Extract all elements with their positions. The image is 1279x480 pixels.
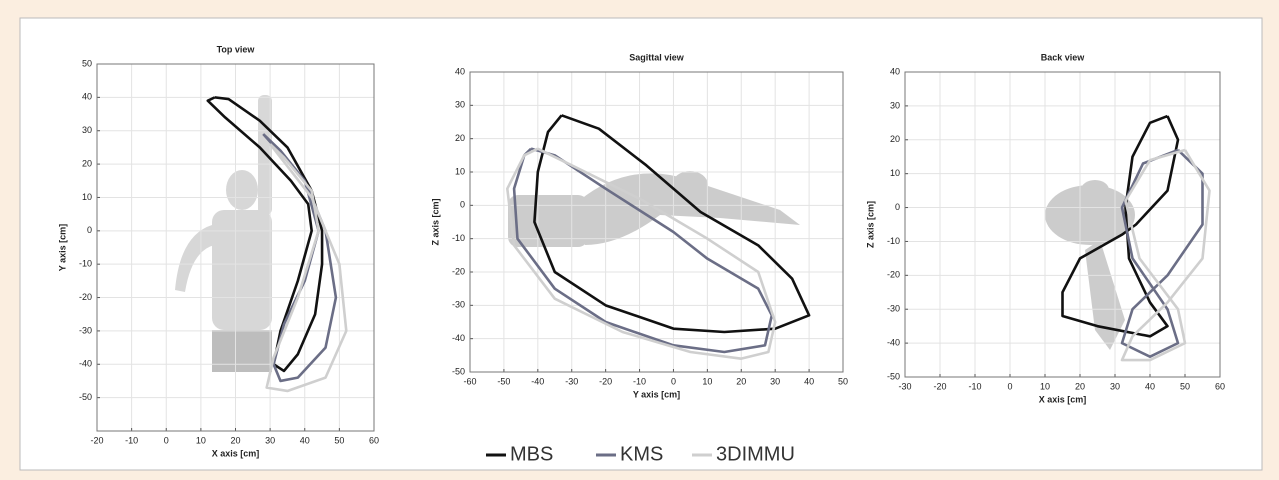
x-tick-label: -20 (599, 376, 612, 386)
x-tick-label: -10 (633, 376, 646, 386)
y-tick-label: -20 (452, 266, 465, 276)
x-tick-label: 50 (334, 435, 344, 445)
x-tick-label: 10 (196, 435, 206, 445)
y-tick-label: -50 (79, 392, 92, 402)
y-tick-label: 0 (460, 200, 465, 210)
trajectory (262, 133, 338, 383)
y-tick-label: 40 (82, 92, 92, 102)
y-tick-label: -20 (79, 292, 92, 302)
x-tick-label: 50 (1180, 381, 1190, 391)
x-axis-label: X axis [cm] (212, 448, 260, 458)
x-tick-label: 60 (369, 435, 379, 445)
x-tick-label: 0 (164, 435, 169, 445)
x-tick-label: 20 (1075, 381, 1085, 391)
legend-label: 3DIMMU (716, 443, 795, 465)
x-tick-label: -10 (125, 435, 138, 445)
y-tick-label: -10 (79, 259, 92, 269)
axes-frame (904, 71, 1221, 378)
x-tick-label: 20 (230, 435, 240, 445)
y-tick-label: 10 (455, 166, 465, 176)
x-tick-label: -50 (497, 376, 510, 386)
x-tick-label: 40 (300, 435, 310, 445)
subplot: -20 -10 0 10 20 30 40 50 60 -50 -40 -30 -20 -10 0 10 20 3… (57, 44, 379, 458)
x-tick-label: 60 (1215, 381, 1225, 391)
y-tick-label: 20 (82, 158, 92, 168)
x-tick-label: 30 (1110, 381, 1120, 391)
y-tick-label: -30 (452, 300, 465, 310)
trajectory (265, 143, 348, 393)
x-tick-label: -20 (90, 435, 103, 445)
y-tick-label: 50 (82, 58, 92, 68)
axes-frame (469, 71, 844, 373)
chart-title: Sagittal view (629, 52, 685, 62)
subplot: -60 -50 -40 -30 -20 -10 0 10 20 30 40 50-50-40-30-2… (430, 52, 848, 399)
y-tick-label: 40 (890, 66, 900, 76)
legend: MBS KMS 3DIMMU (486, 443, 795, 465)
y-tick-label: -40 (887, 337, 900, 347)
trajectory (506, 147, 777, 360)
y-axis-label: Y axis [cm] (57, 224, 67, 271)
y-tick-label: 30 (890, 100, 900, 110)
x-tick-label: 30 (770, 376, 780, 386)
x-tick-label: 10 (702, 376, 712, 386)
y-tick-label: -20 (887, 270, 900, 280)
x-tick-label: 40 (1145, 381, 1155, 391)
y-tick-label: -40 (79, 359, 92, 369)
legend-label: MBS (510, 443, 553, 465)
y-tick-label: 10 (82, 192, 92, 202)
trajectory (1120, 148, 1204, 358)
x-tick-label: -20 (933, 381, 946, 391)
body-figure (508, 171, 800, 247)
axes-frame (96, 63, 375, 432)
x-tick-label: 10 (1040, 381, 1050, 391)
x-tick-label: -60 (463, 376, 476, 386)
y-tick-label: -50 (887, 371, 900, 381)
body-figure (1045, 180, 1135, 350)
x-tick-label: -30 (898, 381, 911, 391)
legend-label: KMS (620, 443, 663, 465)
x-tick-label: 20 (736, 376, 746, 386)
subplot: -30 -20 -10 0 10 20 30 40 50 60 -50 -40 -30 -20 -10 0 10… (865, 52, 1225, 404)
y-tick-label: -30 (79, 325, 92, 335)
y-axis-label: Z axis [cm] (430, 198, 440, 245)
y-axis-label: Z axis [cm] (865, 201, 875, 248)
y-tick-label: -50 (452, 366, 465, 376)
trajectory (512, 147, 774, 354)
y-tick-label: -40 (452, 333, 465, 343)
trajectory (206, 96, 324, 373)
y-tick-label: 30 (82, 125, 92, 135)
x-tick-label: 30 (265, 435, 275, 445)
y-tick-label: 10 (890, 168, 900, 178)
trajectory (533, 114, 811, 334)
y-tick-label: -30 (887, 304, 900, 314)
y-tick-label: 20 (455, 133, 465, 143)
chart-title: Back view (1041, 52, 1086, 62)
chart-title: Top view (217, 44, 256, 54)
y-tick-label: 40 (455, 66, 465, 76)
x-tick-label: 50 (838, 376, 848, 386)
x-tick-label: 0 (671, 376, 676, 386)
x-axis-label: Y axis [cm] (633, 389, 680, 399)
trajectory (1061, 114, 1180, 338)
y-tick-label: -10 (887, 236, 900, 246)
y-tick-label: 0 (87, 225, 92, 235)
y-tick-label: -10 (452, 233, 465, 243)
y-tick-label: 0 (895, 202, 900, 212)
body-figure (175, 95, 272, 372)
x-tick-label: 40 (804, 376, 814, 386)
y-tick-label: 20 (890, 134, 900, 144)
x-tick-label: -10 (968, 381, 981, 391)
x-tick-label: -40 (531, 376, 544, 386)
x-tick-label: 0 (1007, 381, 1012, 391)
x-tick-label: -30 (565, 376, 578, 386)
y-tick-label: 30 (455, 100, 465, 110)
trajectory (1120, 148, 1211, 362)
x-axis-label: X axis [cm] (1039, 394, 1087, 404)
